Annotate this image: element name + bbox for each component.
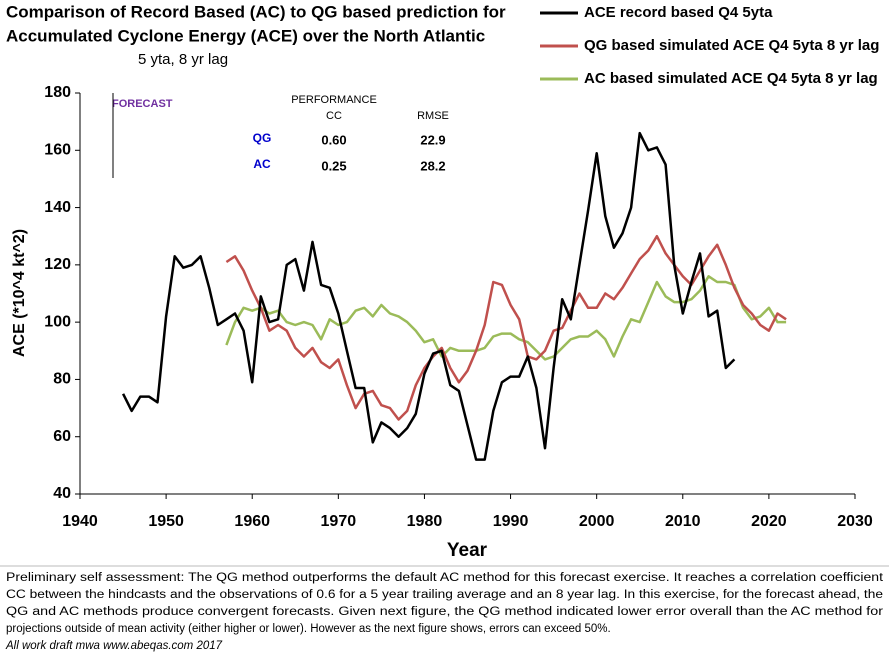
x-tick-label: 2030 <box>837 513 873 530</box>
footnote: projections outside of mean activity (ei… <box>6 623 611 635</box>
column-header: RMSE <box>417 110 449 122</box>
table-heading: PERFORMANCE <box>291 94 377 106</box>
y-tick-label: 40 <box>53 485 71 502</box>
x-tick-label: 2010 <box>665 513 701 530</box>
legend-label: ACE record based Q4 5yta <box>584 4 773 21</box>
footnote: QG and AC methods produce convergent for… <box>6 606 883 618</box>
chart-subtitle: 5 yta, 8 yr lag <box>138 51 228 68</box>
x-tick-label: 2000 <box>579 513 615 530</box>
series-line <box>225 234 787 421</box>
table-cell: 22.9 <box>420 132 445 147</box>
chart-title: Accumulated Cyclone Energy (ACE) over th… <box>6 26 485 45</box>
y-tick-label: 60 <box>53 428 71 445</box>
column-header: CC <box>326 110 342 122</box>
y-tick-label: 160 <box>44 142 71 159</box>
x-tick-label: 1950 <box>148 513 184 530</box>
y-axis-label: ACE (*10^4 kt^2) <box>11 229 28 357</box>
legend-label: QG based simulated ACE Q4 5yta 8 yr lag <box>584 37 879 54</box>
x-tick-label: 1960 <box>234 513 270 530</box>
table-cell: 28.2 <box>420 158 445 173</box>
y-tick-label: 80 <box>53 371 71 388</box>
x-tick-label: 1990 <box>493 513 529 530</box>
footnote: CC between the hindcasts and the observa… <box>6 589 883 601</box>
table-cell: 0.60 <box>321 132 346 147</box>
y-tick-label: 180 <box>44 84 71 101</box>
x-tick-label: 1980 <box>407 513 443 530</box>
x-tick-label: 1970 <box>321 513 357 530</box>
y-tick-label: 120 <box>44 256 71 273</box>
y-tick-label: 140 <box>44 199 71 216</box>
row-header: QG <box>253 131 272 145</box>
series-line <box>121 131 736 461</box>
legend-label: AC based simulated ACE Q4 5yta 8 yr lag <box>584 70 878 87</box>
annotation: FORECAST <box>112 98 173 110</box>
footnote: Preliminary self assessment: The QG meth… <box>6 572 884 584</box>
x-axis-label: Year <box>447 540 488 561</box>
table-cell: 0.25 <box>321 158 346 173</box>
row-header: AC <box>253 157 271 171</box>
x-tick-label: 2020 <box>751 513 787 530</box>
series-line <box>225 275 787 361</box>
x-tick-label: 1940 <box>62 513 98 530</box>
y-tick-label: 100 <box>44 313 71 330</box>
credit: All work draft mwa www.abeqas.com 2017 <box>5 640 223 652</box>
chart-title: Comparison of Record Based (AC) to QG ba… <box>6 2 506 21</box>
